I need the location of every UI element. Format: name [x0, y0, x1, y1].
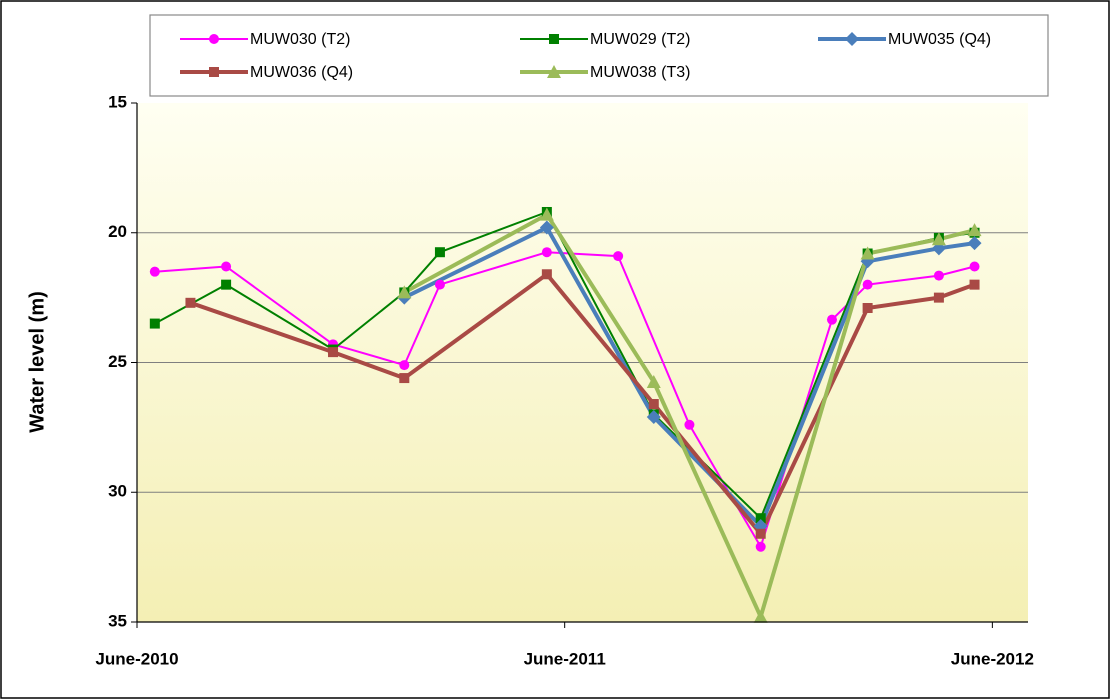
marker — [931, 232, 946, 246]
marker — [969, 261, 980, 272]
marker — [185, 297, 196, 308]
legend-label: MUW029 (T2) — [590, 31, 690, 48]
legend-label: MUW038 (T3) — [590, 64, 690, 81]
marker — [547, 65, 561, 78]
marker — [221, 279, 232, 290]
y-tick-label: 25 — [108, 352, 127, 371]
y-tick-label: 20 — [108, 222, 127, 241]
axes: 15 20 25 30 35 June-2010 June-2011 June-2012 — [95, 92, 1034, 668]
marker — [209, 34, 219, 44]
marker — [826, 314, 837, 325]
marker — [684, 419, 695, 430]
marker — [860, 246, 875, 260]
marker — [613, 251, 624, 262]
legend-label: MUW035 (Q4) — [888, 31, 991, 48]
markers — [149, 206, 982, 623]
marker — [845, 32, 859, 46]
marker — [755, 541, 766, 552]
marker — [541, 269, 552, 280]
marker — [539, 207, 554, 221]
marker — [967, 223, 982, 237]
marker — [328, 347, 339, 358]
x-tick-label: June-2011 — [524, 649, 606, 668]
x-tick-label: June-2012 — [951, 649, 1034, 668]
y-axis-label: Water level (m) — [26, 291, 48, 433]
marker — [397, 285, 412, 299]
marker — [862, 279, 873, 290]
legend-label: MUW030 (T2) — [250, 31, 350, 48]
marker — [755, 528, 766, 539]
marker — [549, 34, 559, 44]
marker — [967, 236, 982, 251]
marker — [969, 279, 980, 290]
grid — [137, 232, 1028, 493]
marker — [539, 220, 554, 235]
marker — [399, 360, 410, 371]
y-tick-label: 15 — [108, 92, 127, 111]
marker — [149, 318, 160, 329]
marker — [933, 292, 944, 303]
marker — [221, 261, 232, 272]
marker — [149, 266, 160, 277]
marker — [648, 399, 659, 410]
marker — [209, 67, 219, 77]
legend: MUW030 (T2) MUW029 (T2) MUW035 (Q4) MUW036 … — [180, 31, 991, 81]
marker — [646, 409, 661, 424]
x-tick-label: June-2010 — [95, 649, 178, 668]
y-tick-label: 30 — [108, 482, 127, 501]
legend-label: MUW036 (Q4) — [250, 64, 353, 81]
marker — [755, 513, 766, 524]
marker — [434, 279, 445, 290]
marker — [541, 247, 552, 258]
legend-box — [149, 14, 1049, 97]
y-tick-label: 35 — [108, 611, 127, 630]
marker — [753, 609, 768, 623]
marker — [399, 373, 410, 384]
marker — [862, 303, 873, 314]
marker — [646, 374, 661, 388]
marker — [434, 247, 445, 258]
marker — [933, 270, 944, 281]
